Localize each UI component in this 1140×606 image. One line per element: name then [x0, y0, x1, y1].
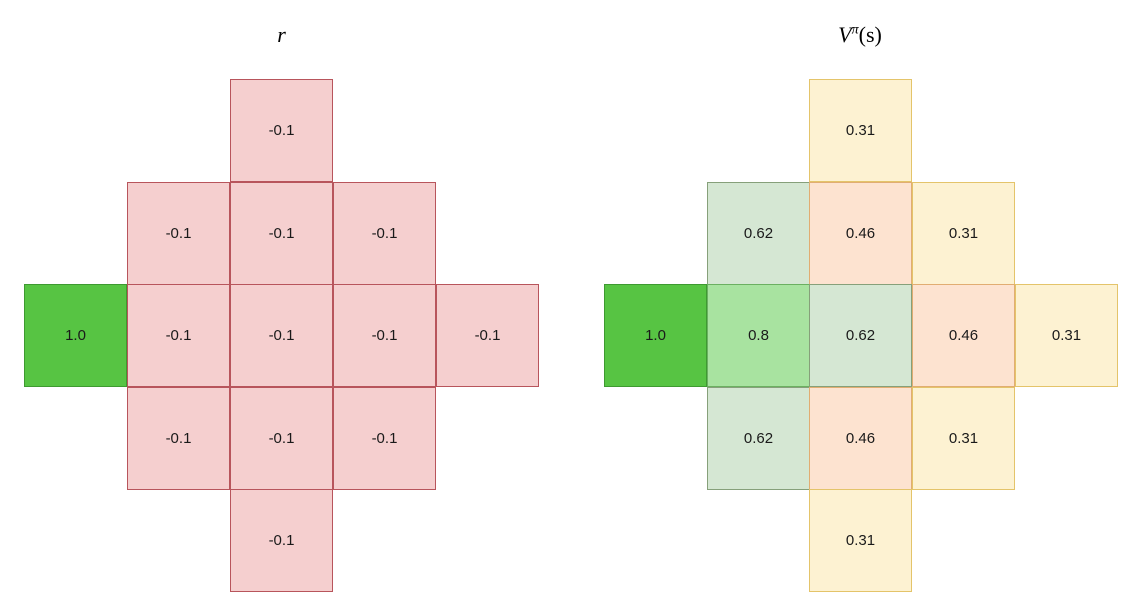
value-cell-row-c2: 0.62 [809, 284, 912, 387]
reward-cell-down1-mid: -0.1 [230, 387, 333, 490]
value-cell-row-c4: 0.31 [1015, 284, 1118, 387]
reward-cell-down2: -0.1 [230, 489, 333, 592]
value-cell-up1-mid: 0.46 [809, 182, 912, 285]
reward-cell-up1-right: -0.1 [333, 182, 436, 285]
value-panel-title: Vπ(s) [780, 22, 940, 48]
value-title-argument: (s) [858, 22, 882, 47]
reward-cell-down1-right: -0.1 [333, 387, 436, 490]
value-cell-row-c3: 0.46 [912, 284, 1015, 387]
reward-cell-row-c1: -0.1 [127, 284, 230, 387]
reward-cell-up1-mid: -0.1 [230, 182, 333, 285]
value-cell-down1-left: 0.62 [707, 387, 810, 490]
value-title-symbol: V [838, 22, 852, 47]
value-cell-up1-left: 0.62 [707, 182, 810, 285]
reward-cell-row-c2: -0.1 [230, 284, 333, 387]
value-cell-row-c1: 0.8 [707, 284, 810, 387]
value-cell-down2: 0.31 [809, 489, 912, 592]
value-cell-down1-right: 0.31 [912, 387, 1015, 490]
value-goal-cell: 1.0 [604, 284, 707, 387]
value-cell-down1-mid: 0.46 [809, 387, 912, 490]
reward-cell-row-c4: -0.1 [436, 284, 539, 387]
value-cell-up1-right: 0.31 [912, 182, 1015, 285]
value-title-superscript: π [851, 22, 859, 38]
reward-cell-down1-left: -0.1 [127, 387, 230, 490]
reward-goal-cell: 1.0 [24, 284, 127, 387]
reward-cell-row-c3: -0.1 [333, 284, 436, 387]
reward-cell-up2: -0.1 [230, 79, 333, 182]
reward-panel-title: r [277, 22, 286, 47]
value-cell-up2: 0.31 [809, 79, 912, 182]
